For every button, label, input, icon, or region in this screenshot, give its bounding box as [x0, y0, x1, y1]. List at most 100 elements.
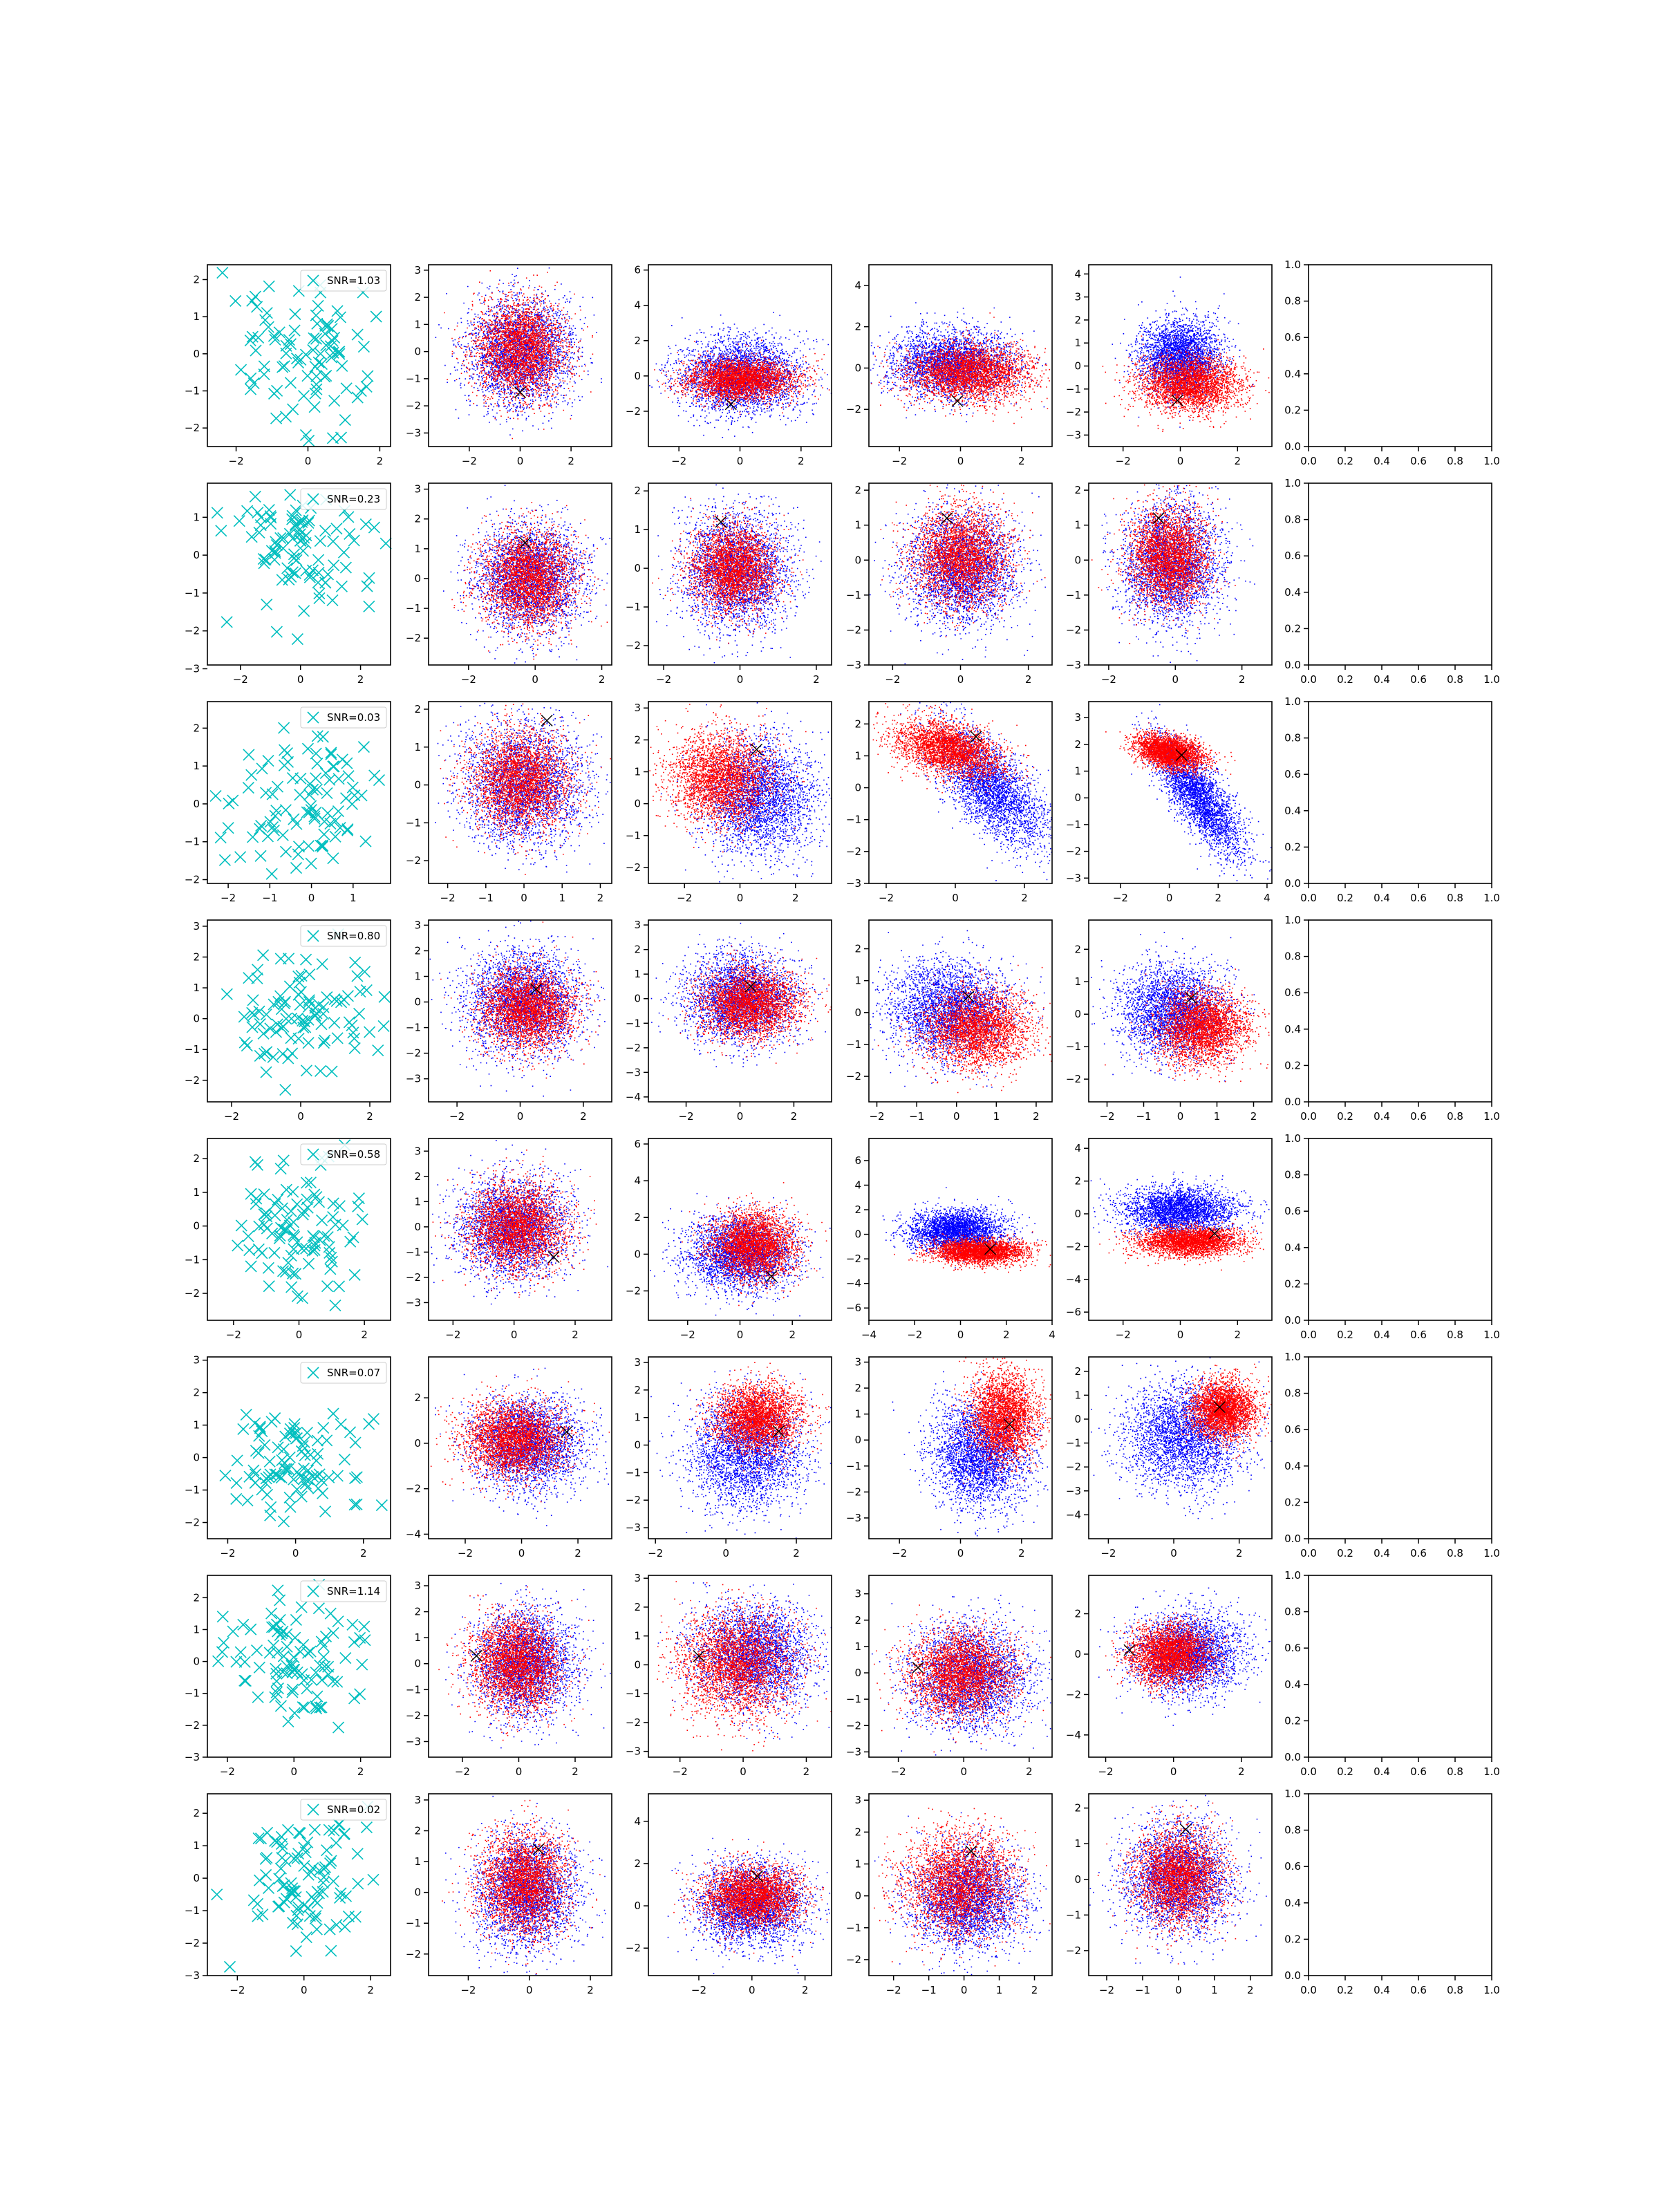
- subplot-r1-c2-ytick-label: 2: [634, 485, 641, 497]
- subplot-frame: [868, 701, 1053, 884]
- reference-marker: [912, 1661, 924, 1674]
- scatter-point: [218, 854, 231, 866]
- empty-subplot-r1-xtick-label: 1.0: [1483, 673, 1500, 686]
- subplot-r6-c1-ytick-label: −1: [406, 1683, 421, 1696]
- empty-subplot-frame: [1308, 919, 1492, 1103]
- scatter-point: [315, 348, 327, 360]
- subplot-r5-c3-ytick-label: −1: [846, 1460, 861, 1472]
- scatter-point: [286, 1047, 299, 1060]
- subplot-frame: [428, 482, 612, 666]
- empty-subplot-r3-xtick-label: 1.0: [1483, 1110, 1500, 1123]
- scatter-point: [284, 377, 297, 389]
- scatter-point: [305, 857, 317, 870]
- scatter-markers: [221, 928, 391, 1096]
- scatter-point: [245, 1260, 257, 1273]
- reference-marker: [1213, 1401, 1226, 1414]
- scatter-point: [244, 334, 256, 347]
- subplot-r6-c0-ytick-label: −3: [185, 1751, 200, 1763]
- subplot-frame: [868, 1793, 1053, 1976]
- scatter-markers: [209, 722, 386, 880]
- legend: SNR=1.03: [300, 270, 387, 292]
- scatter-point: [292, 1032, 305, 1045]
- scatter-point: [304, 1177, 317, 1189]
- scatter-point: [301, 1193, 313, 1206]
- subplot-r5-c2: −2 0 2 −3 −2 −1 0 1 2 3: [626, 1356, 832, 1559]
- subplot-r2-c4-ytick-label: −2: [1066, 845, 1081, 858]
- scatter-point: [265, 512, 277, 524]
- scatter-point: [319, 767, 332, 780]
- scatter-point: [233, 515, 245, 527]
- empty-subplot-r7-xtick-label: 0.4: [1374, 1984, 1390, 1996]
- scatter-point: [284, 338, 297, 350]
- scatter-point: [319, 1630, 332, 1642]
- subplot-frame: [428, 1793, 612, 1976]
- scatter-point: [321, 1280, 334, 1293]
- scatter-point: [270, 1675, 283, 1687]
- scatter-point: [315, 839, 327, 852]
- scatter-point: [269, 547, 281, 559]
- scatter-point: [280, 1893, 292, 1905]
- scatter-point: [238, 1674, 251, 1687]
- scatter-point: [291, 1236, 303, 1248]
- scatter-point: [315, 1018, 328, 1031]
- subplot-r0-c2-ytick-label: 0: [634, 370, 641, 382]
- subplot-r4-c4: −2 0 2 −6 −4 −2 0 2 4: [1066, 1138, 1273, 1341]
- scatter-point: [331, 305, 344, 317]
- scatter-point: [351, 970, 364, 982]
- empty-subplot-r5-xtick-label: 0.0: [1300, 1547, 1317, 1559]
- scatter-point: [260, 1207, 272, 1219]
- scatter-point: [325, 748, 337, 760]
- scatter-point: [348, 1636, 360, 1649]
- legend-marker: [307, 930, 319, 942]
- series-red-points: [1170, 1363, 1272, 1467]
- subplot-r2-c2-ytick-label: 1: [634, 766, 641, 778]
- legend: SNR=0.03: [300, 706, 387, 729]
- scatter-point: [308, 1188, 321, 1201]
- subplot-r6-c1-xtick-label: 2: [572, 1765, 579, 1778]
- subplot-frame: [207, 482, 391, 666]
- scatter-point: [290, 1427, 302, 1439]
- empty-subplot-r7-xtick-label: 0.6: [1410, 1984, 1427, 1996]
- subplot-r5-c2-ytick-label: −1: [626, 1466, 641, 1479]
- scatter-point: [278, 360, 290, 373]
- empty-subplot-r3-xtick-label: 0.0: [1300, 1110, 1317, 1123]
- scatter-point: [269, 333, 281, 346]
- reference-marker: [1152, 512, 1165, 525]
- subplot-r2-c4-ytick-label: 1: [1074, 765, 1081, 778]
- subplot-r3-c2-ytick-label: 1: [634, 968, 641, 980]
- scatter-point: [306, 564, 319, 577]
- subplot-r6-c0-xtick-label: −2: [220, 1765, 235, 1778]
- scatter-point: [379, 537, 392, 550]
- subplot-r1-c1-ytick-label: 2: [414, 513, 421, 525]
- scatter-point: [331, 1676, 344, 1688]
- scatter-point: [319, 1660, 331, 1673]
- scatter-point: [375, 1499, 388, 1512]
- scatter-point: [262, 321, 274, 333]
- scatter-markers: [216, 266, 382, 447]
- scatter-point: [346, 781, 359, 794]
- scatter-point: [294, 789, 306, 801]
- legend-label: SNR=1.03: [327, 274, 380, 287]
- scatter-point: [249, 1468, 262, 1481]
- scatter-point: [235, 364, 247, 376]
- subplot-frame: [428, 1575, 612, 1758]
- scatter-point: [259, 314, 272, 326]
- scatter-point: [358, 966, 371, 978]
- scatter-point: [252, 1447, 265, 1459]
- subplot-r6-c4-ytick-label: 0: [1074, 1648, 1081, 1660]
- empty-subplot-r0-xtick-label: 0.6: [1410, 455, 1427, 467]
- legend-label: SNR=0.80: [327, 930, 380, 942]
- subplot-r0-c3-xtick-label: 0: [957, 455, 964, 467]
- scatter-point: [327, 535, 339, 547]
- subplot-r6-c3-ytick-label: 3: [854, 1588, 861, 1600]
- scatter-point: [288, 1707, 301, 1719]
- subplot-r0-c2-ytick-label: −2: [626, 405, 641, 418]
- subplot-r3-c2-ytick-label: 3: [634, 919, 641, 931]
- subplot-r7-c2-xtick-label: 0: [749, 1984, 756, 1996]
- scatter-point: [337, 546, 350, 559]
- subplot-r4-c1-xtick-label: 2: [572, 1329, 579, 1341]
- scatter-point: [329, 1219, 341, 1231]
- scatter-point: [316, 1214, 328, 1227]
- subplot-frame: [1088, 264, 1273, 447]
- subplot-r5-c0-ytick-label: 1: [193, 1419, 200, 1432]
